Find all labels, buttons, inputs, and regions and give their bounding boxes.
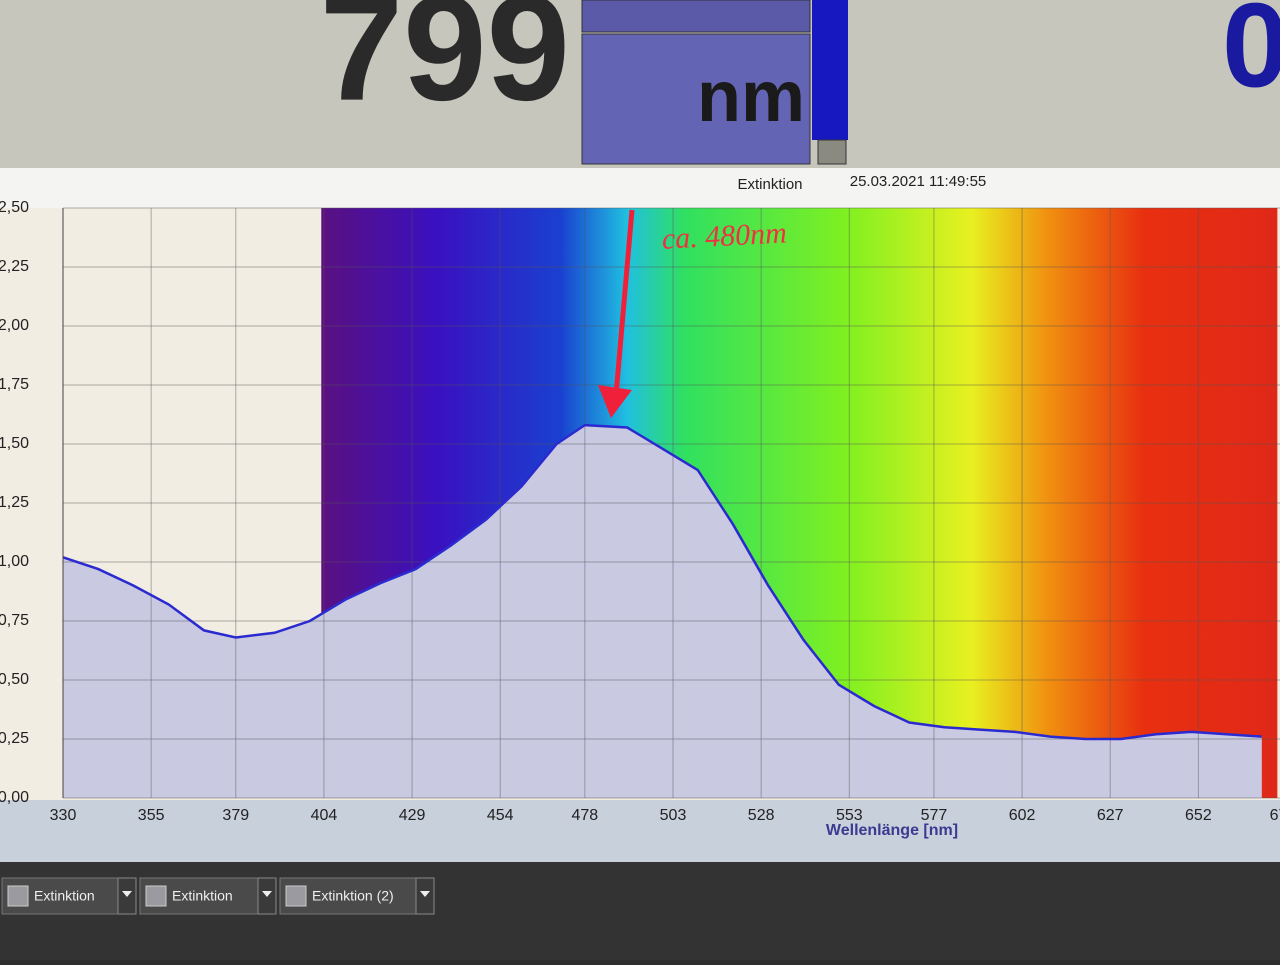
x-axis-label: Wellenlänge [nm] — [826, 822, 958, 839]
tab-icon — [7, 885, 29, 907]
x-tick-label: 429 — [399, 807, 426, 824]
x-tick-label: 676 — [1270, 807, 1280, 824]
tab-icon — [145, 885, 167, 907]
tab-label[interactable]: Extinktion — [34, 888, 95, 904]
tabs: Extinktion Extinktion Extinktion (2) — [1, 877, 435, 915]
y-tick-label: 2,00 — [0, 317, 29, 334]
y-tick-label: 1,50 — [0, 435, 29, 452]
x-tick-label: 503 — [660, 807, 687, 824]
unit-header — [581, 0, 811, 33]
x-tick-label: 478 — [571, 807, 598, 824]
plot: 2,50 2,25 2,00 1,75 1,50 1,25 1,00 0,75 0,50 0,25… — [0, 199, 1280, 824]
y-tick-label: 0,75 — [0, 612, 29, 629]
x-tick-label: 627 — [1097, 807, 1124, 824]
unit: nm — [697, 57, 805, 137]
annotation-arrowhead — [598, 385, 632, 418]
tab-label[interactable]: Extinktion (2) — [312, 888, 394, 904]
dropdown-arrow — [420, 891, 430, 897]
chart-title: Extinktion — [737, 176, 802, 193]
y-tick-label: 2,25 — [0, 258, 29, 275]
y-tick-label: 1,00 — [0, 553, 29, 570]
tab-label[interactable]: Extinktion — [172, 888, 233, 904]
y-tick-label: 2,50 — [0, 199, 29, 216]
x-tick-label: 528 — [748, 807, 775, 824]
y-tick-label: 0,25 — [0, 730, 29, 747]
line — [62, 423, 1262, 741]
dropdown-arrow — [262, 891, 272, 897]
x-tick-label: 454 — [487, 807, 514, 824]
x-tick-label: 379 — [222, 807, 249, 824]
x-tick-label: 602 — [1009, 807, 1036, 824]
dropdown-arrow — [122, 891, 132, 897]
tab-icon — [285, 885, 307, 907]
timestamp: 25.03.2021 11:49:55 — [850, 173, 987, 190]
x-tick-label: 577 — [921, 807, 948, 824]
axis-strip — [0, 800, 1280, 862]
x-tick-label: 404 — [311, 807, 338, 824]
chart-header — [0, 168, 1280, 208]
y-tick-label: 0,50 — [0, 671, 29, 688]
y-tick-label: 1,75 — [0, 376, 29, 393]
y-tick-label: 0,00 — [0, 789, 29, 806]
x-tick-label: 553 — [836, 807, 863, 824]
unit-box — [581, 33, 811, 165]
x-tick-label: 652 — [1185, 807, 1212, 824]
level-bar — [812, 0, 848, 140]
x-tick-label: 355 — [138, 807, 165, 824]
reading: 799 — [320, 0, 570, 132]
tab[interactable] — [1, 877, 119, 915]
annotation-arrow — [613, 209, 635, 396]
y-tick-label: 1,25 — [0, 494, 29, 511]
icon-button[interactable] — [817, 139, 847, 165]
x-tick-label: 330 — [50, 807, 77, 824]
area — [63, 425, 1262, 798]
next-reading: 0 — [1222, 0, 1280, 113]
annotation: ca. 480nm — [661, 216, 788, 255]
